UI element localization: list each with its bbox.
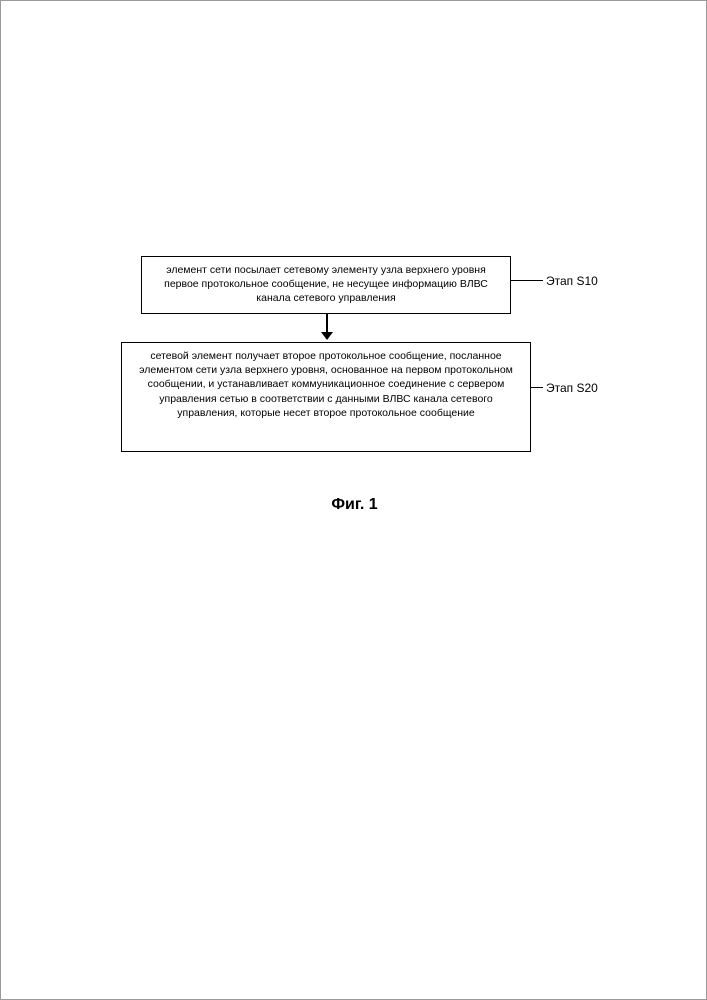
flow-node-s10: элемент сети посылает сетевому элементу … [141,256,511,314]
flow-edge-s10-s20 [121,314,531,342]
figure-caption: Фиг. 1 [1,496,707,514]
flowchart-container: Этап S10 элемент сети посылает сетевому … [121,256,621,452]
flow-node-s20: сетевой элемент получает второе протокол… [121,342,531,452]
arrow-line-icon [326,314,328,334]
label-connector-s20 [531,387,543,388]
flow-node-s10-text: элемент сети посылает сетевому элементу … [164,264,488,304]
arrow-down-icon [321,332,333,340]
step-label-s20: Этап S20 [546,381,598,395]
flow-node-s20-text: сетевой элемент получает второе протокол… [139,350,513,419]
step-label-s10: Этап S10 [546,274,598,288]
page: Этап S10 элемент сети посылает сетевому … [0,0,707,1000]
label-connector-s10 [511,280,543,281]
